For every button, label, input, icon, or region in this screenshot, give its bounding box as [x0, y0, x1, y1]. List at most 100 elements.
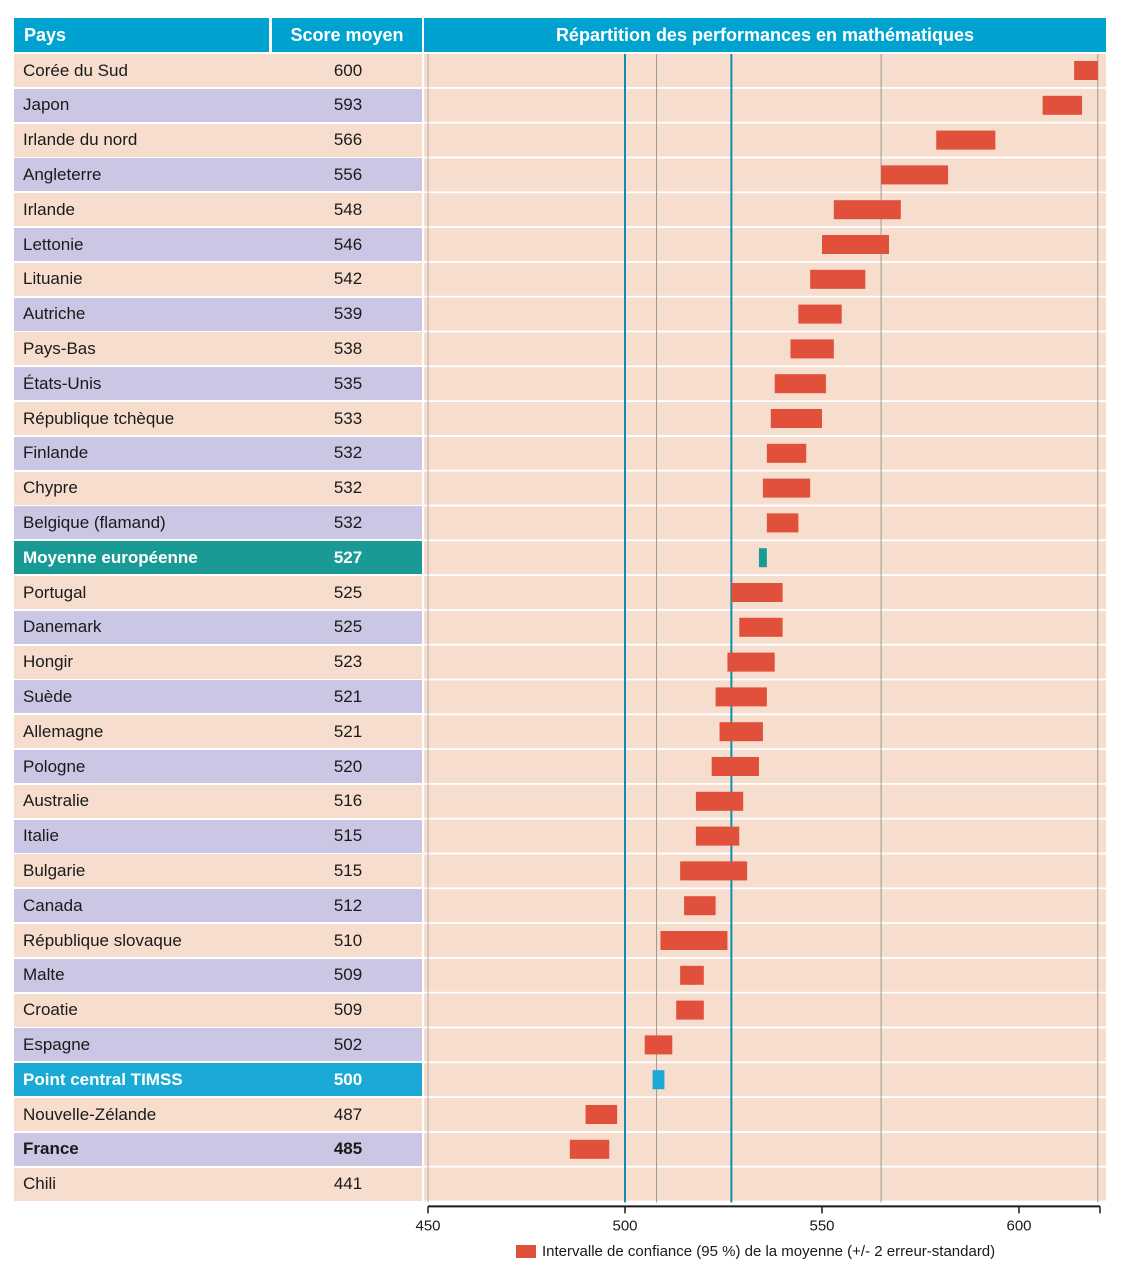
table-row: Pays-Bas 538 — [14, 332, 422, 366]
x-tick-label: 600 — [1006, 1217, 1031, 1234]
chart-row-band — [424, 506, 1106, 540]
chart-title: Répartition des performances en mathémat… — [424, 18, 1106, 52]
country-score: 510 — [333, 930, 363, 950]
interval-bar — [644, 1035, 673, 1055]
country-score: 542 — [333, 269, 363, 289]
country-name: Autriche — [23, 304, 86, 324]
table-row: Angleterre 556 — [14, 158, 422, 192]
table-row: Nouvelle-Zélande 487 — [14, 1098, 422, 1131]
country-name: Suède — [23, 686, 73, 706]
table-row: Croatie 509 — [14, 993, 422, 1027]
country-score: 525 — [333, 617, 363, 637]
country-score: 532 — [333, 478, 363, 498]
x-tick-label: 550 — [809, 1217, 834, 1234]
interval-bar — [758, 548, 767, 568]
chart-row-band — [424, 193, 1106, 227]
chart-row-band — [424, 332, 1106, 366]
country-score: 509 — [333, 1000, 363, 1020]
country-name: Japon — [23, 95, 70, 115]
country-name: Allemagne — [23, 721, 104, 741]
country-name: France — [23, 1139, 79, 1159]
table-row: Moyenne européenne 527 — [14, 541, 422, 575]
country-score: 527 — [333, 547, 363, 567]
country-name: Belgique (flamand) — [23, 512, 166, 532]
country-score: 523 — [333, 652, 363, 672]
country-score: 502 — [333, 1034, 363, 1054]
table-row: Canada 512 — [14, 889, 422, 923]
chart-row-band — [424, 1028, 1106, 1062]
chart-row-band — [424, 958, 1106, 992]
table-row: Hongir 523 — [14, 645, 422, 679]
interval-bar — [680, 965, 704, 985]
country-score: 600 — [333, 60, 363, 80]
table-row: Chili 441 — [14, 1167, 422, 1201]
country-score: 535 — [333, 373, 363, 393]
country-score: 548 — [333, 199, 363, 219]
table-row: Lituanie 542 — [14, 262, 422, 296]
chart-row-band — [424, 88, 1106, 122]
table-row: Belgique (flamand) 532 — [14, 506, 422, 540]
country-name: Moyenne européenne — [23, 547, 198, 567]
country-score: 533 — [333, 408, 363, 428]
table-row: Autriche 539 — [14, 297, 422, 331]
country-name: Corée du Sud — [23, 60, 128, 80]
interval-bar — [1042, 95, 1083, 115]
country-score: 538 — [333, 338, 363, 358]
table-row: France 485 — [14, 1132, 422, 1166]
country-name: Canada — [23, 895, 83, 915]
interval-bar — [676, 1000, 704, 1020]
chart-row-band — [424, 123, 1106, 157]
chart-row-band — [424, 402, 1106, 435]
country-score: 516 — [333, 791, 363, 811]
country-name: Malte — [23, 965, 65, 985]
country-score: 566 — [333, 130, 363, 150]
interval-bar — [770, 409, 822, 428]
country-score: 532 — [333, 443, 363, 463]
country-score: 515 — [333, 826, 363, 846]
interval-bar — [822, 235, 889, 254]
country-name: Hongir — [23, 652, 74, 672]
table-row: Italie 515 — [14, 819, 422, 853]
interval-bar — [881, 165, 949, 185]
country-score: 487 — [333, 1104, 363, 1124]
country-name: Croatie — [23, 1000, 78, 1020]
interval-bar — [762, 478, 811, 498]
chart-row-band — [424, 367, 1106, 401]
country-score: 515 — [333, 860, 363, 880]
country-score: 532 — [333, 512, 363, 532]
country-name: Australie — [23, 791, 90, 811]
country-name: Nouvelle-Zélande — [23, 1104, 157, 1124]
table-row: Danemark 525 — [14, 610, 422, 644]
chart-row-band — [424, 158, 1106, 192]
country-name: Portugal — [23, 582, 87, 602]
country-name: Angleterre — [23, 164, 102, 184]
header-pays: Pays — [14, 18, 269, 52]
interval-bar — [684, 896, 716, 916]
interval-bar — [731, 583, 783, 602]
header-score: Score moyen — [272, 18, 422, 52]
interval-bar — [936, 130, 996, 150]
interval-bar — [569, 1139, 610, 1159]
country-name: Chili — [23, 1174, 57, 1194]
table-row: Chypre 532 — [14, 471, 422, 505]
country-name: Danemark — [23, 617, 102, 637]
interval-bar — [1074, 61, 1098, 80]
interval-bar — [774, 374, 826, 394]
interval-bar — [680, 861, 748, 881]
table-row: États-Unis 535 — [14, 367, 422, 401]
chart-row-band — [424, 924, 1106, 957]
interval-bar — [585, 1105, 618, 1124]
chart-row-band — [424, 1063, 1106, 1097]
interval-bar — [833, 200, 901, 220]
interval-bar — [766, 513, 799, 533]
chart-row-band — [424, 1098, 1106, 1131]
chart-row-band — [424, 1167, 1106, 1201]
table-row: Allemagne 521 — [14, 715, 422, 749]
country-score: 520 — [333, 756, 363, 776]
interval-bar — [695, 791, 744, 811]
chart-row-band — [424, 1132, 1106, 1166]
country-name: République slovaque — [23, 930, 182, 950]
country-name: Espagne — [23, 1034, 91, 1054]
